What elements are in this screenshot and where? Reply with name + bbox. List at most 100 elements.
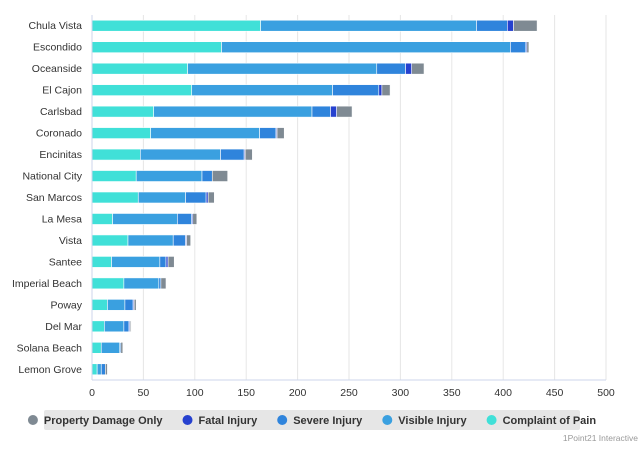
bar-segment[interactable] [186,234,191,247]
category-label: Escondido [33,42,82,54]
bar-segment[interactable] [123,277,160,290]
bar-segment[interactable] [123,320,130,333]
bar-segment[interactable] [100,341,121,354]
bar-segment[interactable] [107,299,126,311]
bar-segment[interactable] [91,148,141,161]
axes [91,15,606,381]
bar-segment[interactable] [91,234,129,247]
legend-marker [382,415,393,425]
bar-segment[interactable] [140,148,221,161]
legend-item[interactable]: Fatal Injury [182,415,259,427]
legend: Property Damage Only Fatal Injury Severe I… [27,410,597,430]
x-tick-label: 50 [138,387,150,399]
bar-segment[interactable] [91,299,108,311]
bar-segment[interactable] [91,363,98,376]
bar-segment[interactable] [120,341,124,354]
legend-item[interactable]: Visible Injury [382,415,467,427]
bar-segment[interactable] [187,62,378,75]
bar-segment[interactable] [311,105,331,118]
legend-label: Complaint of Pain [503,415,597,427]
bar-segment[interactable] [91,41,222,54]
bar-segment[interactable] [91,213,113,225]
bar-segment[interactable] [207,191,215,204]
bar-segment[interactable] [205,191,209,204]
category-label: El Cajon [42,85,82,97]
bar-segment[interactable] [259,127,277,139]
bar-segment[interactable] [513,19,538,32]
legend-item[interactable]: Severe Injury [277,415,363,427]
bar-segment[interactable] [91,105,154,118]
bar-segment[interactable] [191,84,333,96]
bar-segment[interactable] [135,170,203,182]
bars [91,19,538,376]
bar-segment[interactable] [124,299,134,311]
bar-segment[interactable] [127,234,174,247]
bar-segment[interactable] [211,170,228,182]
bar-segment[interactable] [507,19,514,32]
bar-segment[interactable] [332,84,380,96]
bar-segment[interactable] [129,320,132,333]
bar-segment[interactable] [177,213,193,225]
bar-segment[interactable] [91,256,112,268]
x-tick-label: 0 [89,387,95,399]
bar-segment[interactable] [91,191,139,204]
bar-segment[interactable] [201,170,213,182]
bar-segment[interactable] [244,148,253,161]
bar-segment[interactable] [100,363,106,376]
legend-label: Property Damage Only [44,415,163,427]
category-label: Solana Beach [17,342,83,354]
bar-segment[interactable] [192,213,198,225]
bar-segment[interactable] [476,19,508,32]
bar-segment[interactable] [112,213,178,225]
bar-segment[interactable] [96,363,102,376]
bar-segment[interactable] [91,19,261,32]
bar-segment[interactable] [165,256,169,268]
bar-segment[interactable] [91,341,102,354]
legend-marker [486,415,497,425]
bar-segment[interactable] [91,320,105,333]
bar-segment[interactable] [159,256,167,268]
bar-segment[interactable] [158,277,162,290]
bar-segment[interactable] [133,299,137,311]
x-tick-label: 450 [546,387,564,399]
bar-segment[interactable] [526,41,530,54]
bar-segment[interactable] [221,41,511,54]
bar-segment[interactable] [330,105,337,118]
bar-segment[interactable] [220,148,245,161]
category-label: Imperial Beach [12,278,82,290]
grid-lines [142,15,607,380]
bar-segment[interactable] [91,127,151,139]
x-tick-label: 100 [186,387,204,399]
bar-segment[interactable] [276,127,285,139]
bar-segment[interactable] [172,234,186,247]
x-tick-label: 350 [443,387,461,399]
bar-segment[interactable] [153,105,313,118]
bar-segment[interactable] [405,62,413,75]
bar-segment[interactable] [137,191,186,204]
bar-segment[interactable] [111,256,161,268]
bar-segment[interactable] [91,170,137,182]
bar-segment[interactable] [411,62,425,75]
bar-segment[interactable] [336,105,353,118]
bar-segment[interactable] [91,84,193,96]
category-label: Coronado [36,128,82,140]
legend-item[interactable]: Property Damage Only [27,415,163,427]
bar-segment[interactable] [167,256,175,268]
x-tick-label: 300 [392,387,410,399]
bar-segment[interactable] [91,62,188,75]
bar-segment[interactable] [378,84,383,96]
bar-segment[interactable] [185,191,207,204]
bar-segment[interactable] [105,363,108,376]
x-tick-label: 200 [289,387,307,399]
bar-segment[interactable] [381,84,391,96]
bar-segment[interactable] [376,62,406,75]
bar-segment[interactable] [104,320,125,333]
legend-item[interactable]: Complaint of Pain [486,415,597,427]
bar-segment[interactable] [150,127,260,139]
bar-segment[interactable] [260,19,477,32]
bar-segment[interactable] [91,277,125,290]
bar-segment[interactable] [510,41,527,54]
bar-segment[interactable] [160,277,167,290]
category-label: National City [22,171,82,183]
